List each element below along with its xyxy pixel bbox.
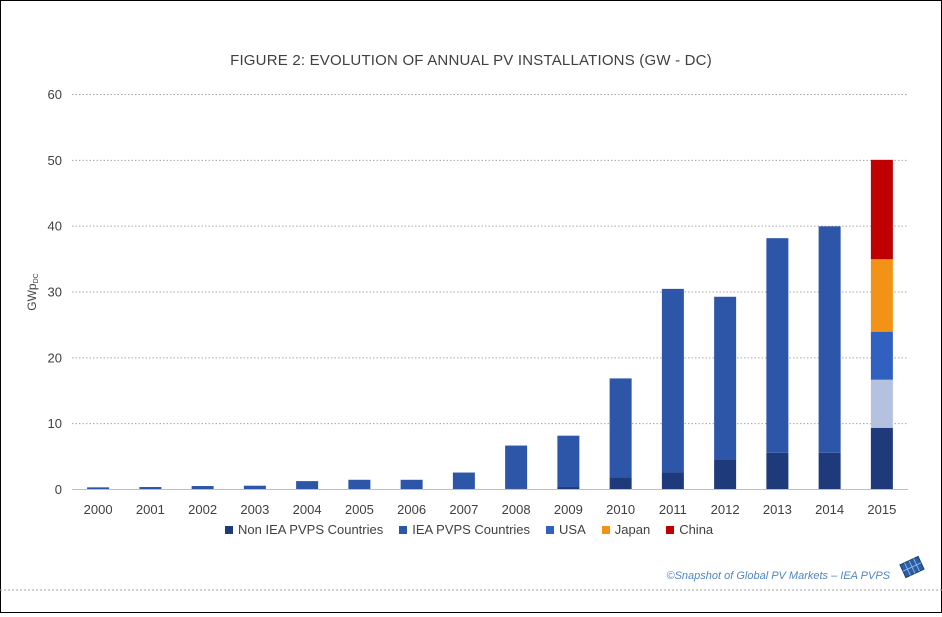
legend-label: Non IEA PVPS Countries <box>238 522 384 537</box>
bar-segment <box>870 427 893 489</box>
bar-segment <box>870 379 893 428</box>
x-tick-label: 2014 <box>815 502 844 517</box>
bar-segment <box>505 445 528 489</box>
legend-item: China <box>666 522 713 537</box>
y-tick-label: 40 <box>48 219 62 234</box>
bar-segment <box>87 487 110 489</box>
x-axis-ticks: 2000 2001 2002 2003 2004 2005 2006 2007 2008 2009… <box>84 502 897 517</box>
bar-segment <box>609 477 632 489</box>
bar-segment <box>139 487 162 489</box>
legend-item: USA <box>546 522 586 537</box>
x-tick-label: 2001 <box>136 502 165 517</box>
x-tick-label: 2009 <box>554 502 583 517</box>
legend-label: USA <box>559 522 586 537</box>
iea-pvps-logo-icon <box>899 555 925 579</box>
x-tick-label: 2000 <box>84 502 113 517</box>
legend-label: Japan <box>614 522 651 537</box>
bar-segment <box>661 472 684 489</box>
x-tick-label: 2008 <box>502 502 531 517</box>
credit-text: ©Snapshot of Global PV Markets – IEA PVP… <box>666 570 890 582</box>
y-axis-label-sub: DC <box>33 273 40 283</box>
x-tick-label: 2011 <box>659 502 687 517</box>
x-tick-label: 2005 <box>345 502 374 517</box>
x-tick-label: 2004 <box>293 502 322 517</box>
y-tick-label: 0 <box>55 482 62 497</box>
y-tick-label: 30 <box>48 285 62 300</box>
y-axis-label: GWpDC <box>25 273 40 310</box>
bar-segment <box>400 479 423 489</box>
bar-segment <box>609 378 632 478</box>
bar-segment <box>818 452 841 489</box>
bar-segment <box>557 435 580 488</box>
x-tick-label: 2003 <box>240 502 269 517</box>
bar-segment <box>348 479 371 489</box>
x-tick-label: 2007 <box>449 502 478 517</box>
bar-segment <box>870 159 893 260</box>
bar-segment <box>870 331 893 380</box>
y-tick-label: 60 <box>48 87 62 102</box>
bar-segment <box>714 296 737 460</box>
legend-swatch <box>546 525 555 534</box>
legend-item: IEA PVPS Countries <box>399 522 530 537</box>
y-tick-label: 10 <box>48 416 62 431</box>
bar-segment <box>557 487 580 489</box>
legend-label: China <box>679 522 714 537</box>
y-tick-label: 50 <box>48 153 62 168</box>
x-tick-label: 2015 <box>867 502 896 517</box>
legend-swatch <box>225 525 233 534</box>
legend-swatch <box>399 525 408 534</box>
bar-segment <box>766 238 789 453</box>
y-tick-label: 20 <box>48 350 62 365</box>
bar-segment <box>296 481 319 489</box>
y-axis-label-main: GWp <box>25 283 39 311</box>
bar-segment <box>661 288 684 473</box>
legend-label: IEA PVPS Countries <box>412 522 531 537</box>
legend-item: Japan <box>601 522 651 537</box>
bar-segment <box>191 486 214 489</box>
x-tick-label: 2006 <box>397 502 426 517</box>
x-tick-label: 2012 <box>711 502 740 517</box>
legend-swatch <box>666 525 675 534</box>
bar-segment <box>766 452 789 489</box>
x-tick-label: 2013 <box>763 502 792 517</box>
bar-segment <box>870 259 893 332</box>
bar-segment <box>243 485 266 489</box>
bar-segment <box>452 472 475 489</box>
x-tick-label: 2010 <box>606 502 635 517</box>
bar-segment <box>818 226 841 453</box>
legend: Non IEA PVPS Countries IEA PVPS Countries… <box>225 522 713 537</box>
legend-swatch <box>601 525 610 534</box>
legend-item: Non IEA PVPS Countries <box>225 522 383 537</box>
y-axis-ticks: 0 10 20 30 40 50 60 <box>48 87 62 497</box>
bars <box>87 159 893 490</box>
x-tick-label: 2002 <box>188 502 217 517</box>
chart-title: FIGURE 2: EVOLUTION OF ANNUAL PV INSTALL… <box>230 52 712 69</box>
bar-segment <box>505 488 528 490</box>
bar-segment <box>714 459 737 489</box>
